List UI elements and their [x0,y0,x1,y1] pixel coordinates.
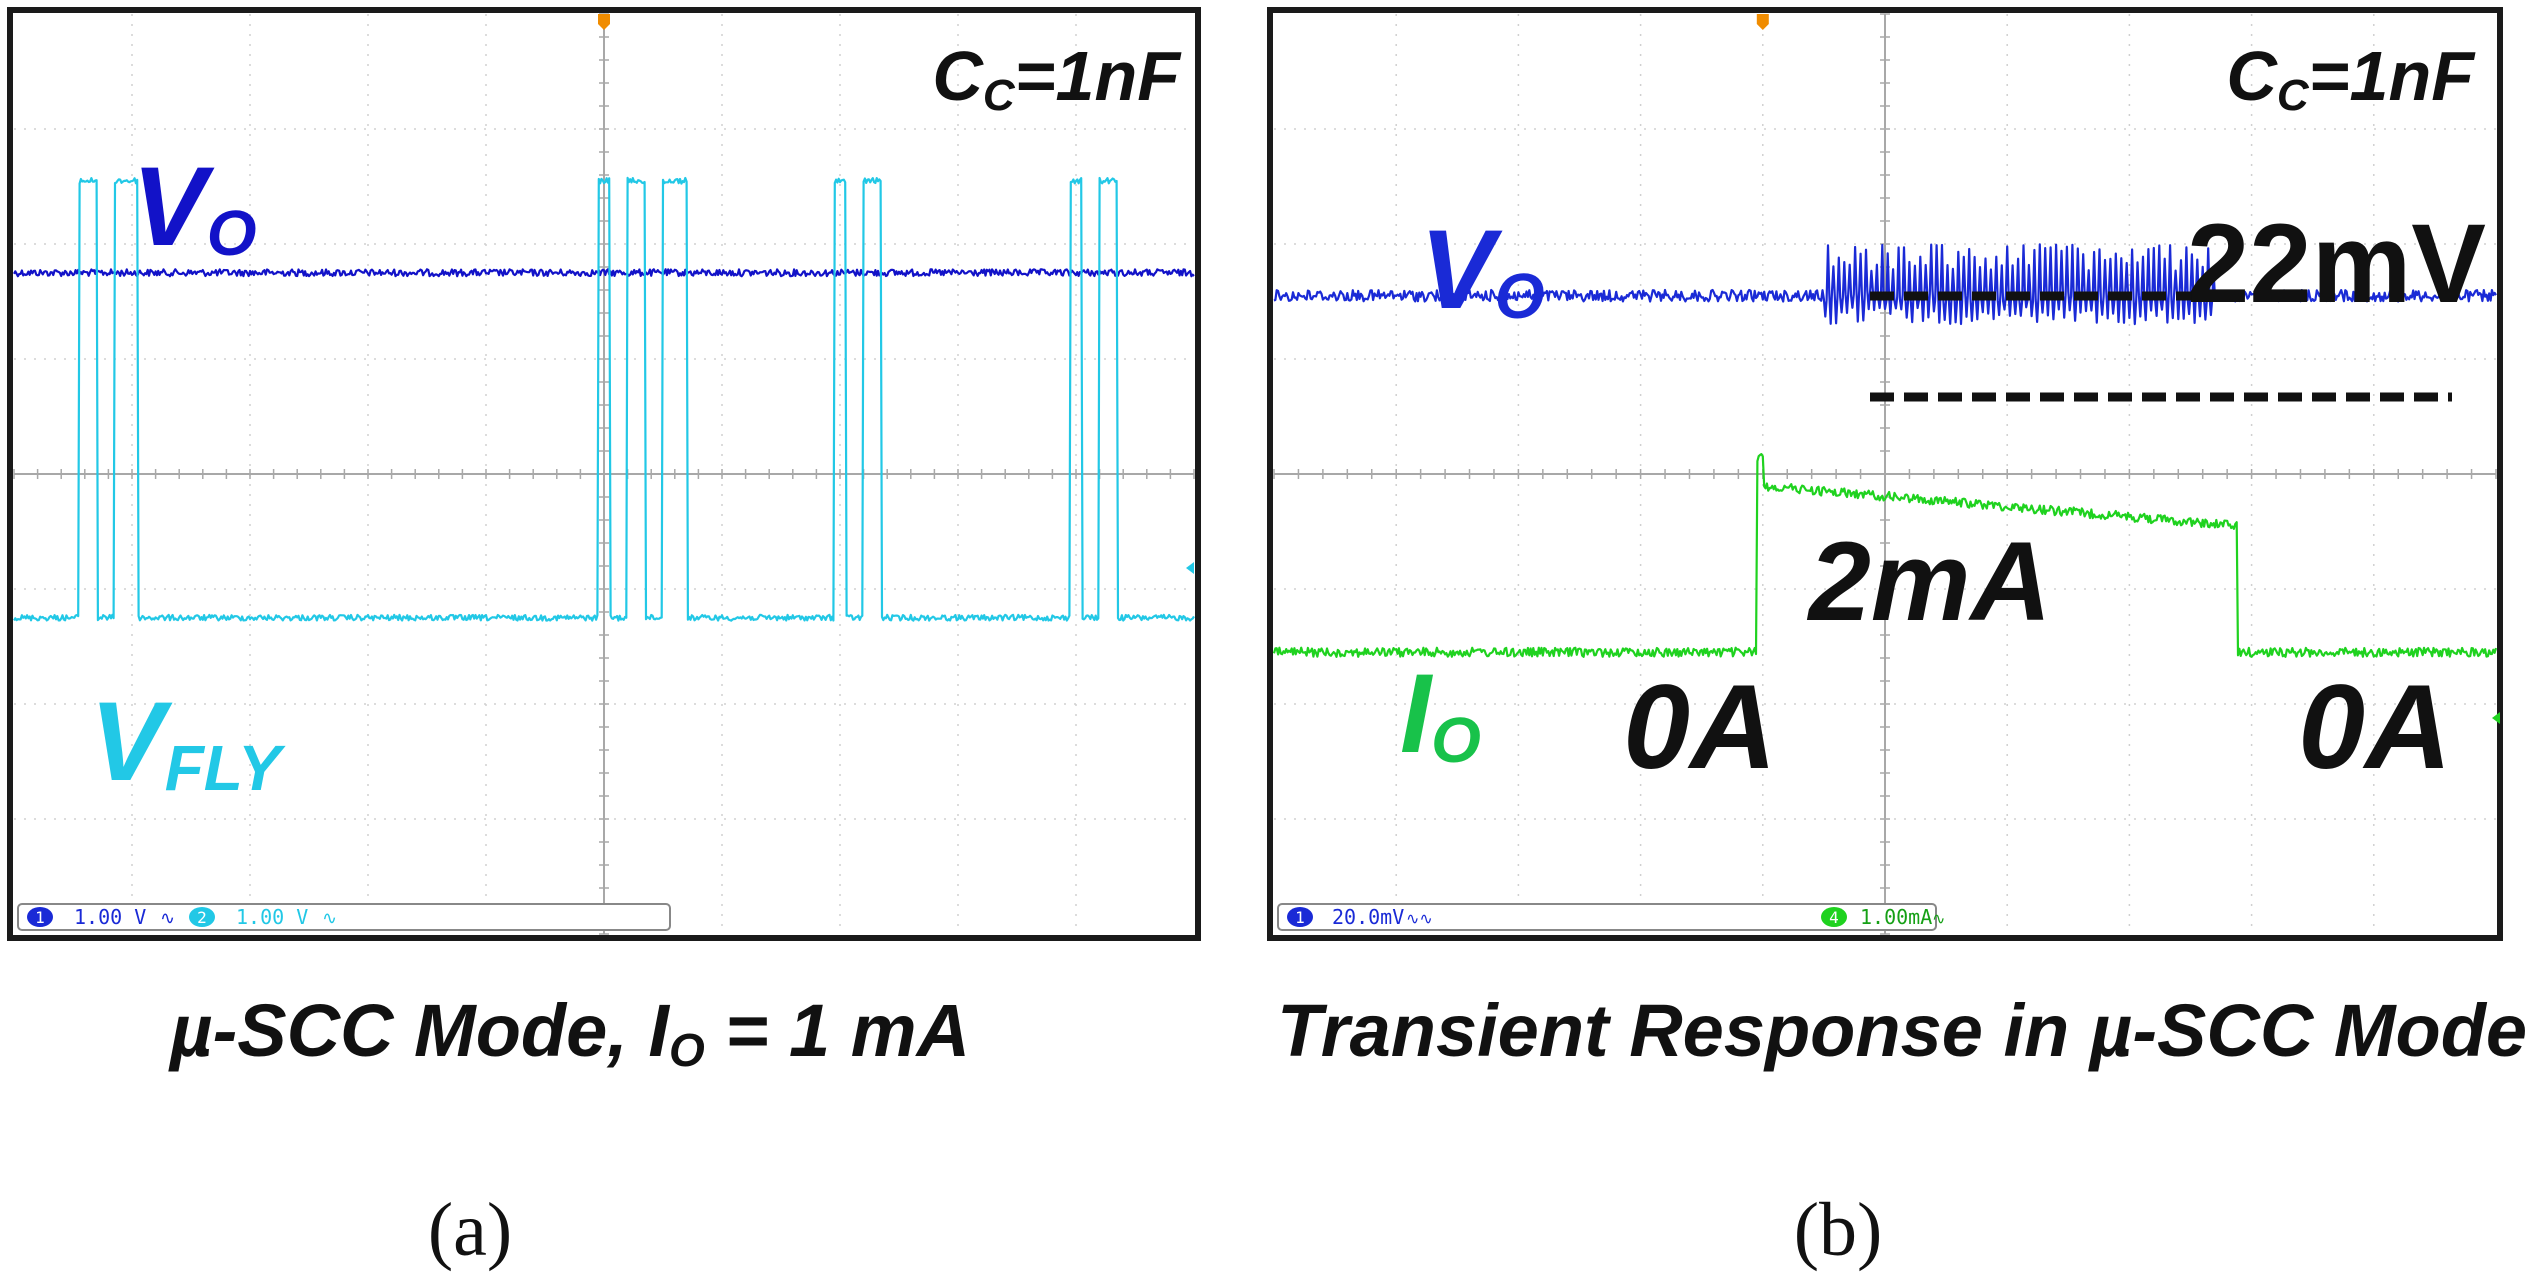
scope-grid [1267,7,2503,941]
trigger-marker-icon [598,14,610,30]
trace-vo [1273,243,2497,326]
zero-current-label-left: 0A [1623,660,1776,794]
channel-2-badge [189,907,215,927]
trigger-marker-icon [598,14,610,30]
channel-1-scale: 20.0mV [1332,905,1404,929]
caption-a: µ-SCC Mode, IO = 1 mA [168,989,970,1076]
trace-vo [13,268,1195,278]
panel-letter-a: (a) [428,1188,512,1272]
channel-1-coupling: ∿∿ [1406,909,1433,928]
channel-4-scale: 1.00mA [1860,905,1932,929]
scope-traces [13,176,1195,622]
channel-2-coupling: ∿ [322,908,337,929]
channel-4-badge [1821,907,1847,927]
channel-4-coupling: ∿ [1932,909,1945,928]
trace-vfly [13,176,1195,622]
channel-4-number: 4 [1829,908,1839,927]
scope-scale-bar: 1 1.00 V ∿ 2 1.00 V ∿ [17,903,671,931]
channel-offset-marker-icon [1186,562,1194,574]
trigger-marker-icon [1756,14,1769,30]
channel-1-badge [1287,907,1313,927]
channel-1-badge [27,907,53,927]
channel-1-coupling: ∿ [160,908,175,929]
io-trace-label: IO [1400,651,1481,776]
channel-offset-marker-icon [2492,712,2500,724]
trace-io [1272,453,2498,658]
high-current-label: 2mA [1807,519,2052,644]
oscilloscope-panel-a: CC=1nF VO VFLY 1 1.00 V ∿ 2 1.00 V ∿ µ-S… [7,7,1201,1272]
scope-traces [1272,243,2498,658]
capacitance-label: CC=1nF [2226,37,2476,120]
channel-1-number: 1 [35,908,45,927]
panel-letter-b: (b) [1794,1188,1883,1272]
trigger-marker-icon [1756,14,1769,30]
scope-grid [7,7,1201,941]
ripple-amplitude-label: 22mV [2187,201,2486,326]
caption-b: Transient Response in µ-SCC Mode [1277,989,2527,1072]
panel-b: CC=1nF 22mV VO 2mA 0A 0A IO 1 20.0mV ∿∿ … [1260,0,2529,1287]
oscilloscope-panel-b: CC=1nF 22mV VO 2mA 0A 0A IO 1 20.0mV ∿∿ … [1267,7,2527,1272]
zero-current-label-right: 0A [2298,660,2451,794]
channel-1-number: 1 [1295,908,1305,927]
vo-trace-label: VO [132,144,256,269]
vo-trace-label: VO [1420,207,1544,332]
panel-a: CC=1nF VO VFLY 1 1.00 V ∿ 2 1.00 V ∿ µ-S… [0,0,1260,1287]
scope-scale-bar: 1 20.0mV ∿∿ 4 1.00mA ∿ [1277,903,1945,931]
vfly-trace-label: VFLY [90,679,286,804]
channel-2-scale: 1.00 V [236,905,308,929]
channel-2-number: 2 [197,908,207,927]
channel-1-scale: 1.00 V [74,905,146,929]
capacitance-label: CC=1nF [932,37,1182,120]
